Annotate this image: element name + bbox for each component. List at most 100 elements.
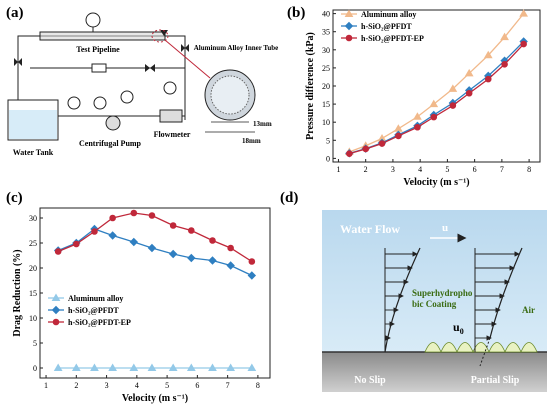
panel-c-label: (c): [6, 190, 23, 206]
coating-label: Superhydropho bic Coating: [412, 288, 475, 309]
panel-a: (a) Test Pipeline Water Tank Centrifugal…: [0, 0, 280, 200]
flowmeter-label: Flowmeter: [154, 130, 191, 139]
legend-entry: h-SiO₂@PFDT: [48, 305, 119, 315]
series-1: [345, 37, 528, 158]
legend-entry: h-SiO₂@PFDT: [341, 21, 412, 31]
y-tick-label: 5: [33, 339, 37, 348]
x-tick-label: 8: [527, 165, 531, 174]
data-point: [129, 237, 139, 247]
data-point: [188, 227, 195, 234]
y-tick-label: 10: [322, 118, 330, 127]
data-point: [227, 244, 234, 252]
y-tick-label: 25: [322, 64, 330, 73]
centrifugal-pump-icon: [105, 115, 121, 131]
panel-c: (c) 1 2 3 4 5 6 7 8 0 5 10 15 20 25 30 Velocity (m s⁻¹)…: [0, 190, 280, 408]
data-point: [71, 363, 81, 371]
x-tick-label: 1: [44, 381, 48, 390]
x-tick-label: 6: [473, 165, 477, 174]
series-line: [349, 41, 525, 154]
data-point: [520, 40, 527, 48]
data-point: [483, 50, 493, 59]
data-point: [429, 99, 439, 108]
data-point: [186, 363, 196, 371]
legend-label: h-SiO₂@PFDT: [361, 22, 412, 31]
data-point: [169, 222, 177, 229]
pressure-sensor-icon: [85, 12, 101, 28]
y-tick-label: 25: [29, 239, 37, 248]
x-tick-label: 5: [445, 165, 449, 174]
data-point: [168, 363, 178, 371]
panel-d-label: (d): [280, 190, 299, 206]
data-point: [501, 60, 508, 68]
data-point: [449, 102, 457, 109]
series-line: [57, 212, 253, 263]
data-point: [90, 363, 99, 371]
y-tick-label: 5: [326, 136, 330, 145]
y-tick-label: 30: [322, 46, 330, 55]
panel-a-label: (a): [6, 5, 24, 21]
x-tick-label: 7: [226, 381, 230, 390]
data-point: [413, 112, 422, 120]
water-flow-label: Water Flow: [340, 222, 400, 236]
y-tick-label: 15: [29, 289, 37, 298]
data-point: [147, 363, 157, 371]
data-point: [248, 258, 256, 265]
panel-b-label: (b): [287, 5, 306, 21]
x-tick-label: 7: [500, 165, 504, 174]
data-point: [54, 248, 62, 255]
x-tick-label: 4: [418, 165, 422, 174]
y-tick-label: 10: [29, 314, 37, 323]
x-tick-label: 6: [195, 381, 199, 390]
panel-d: (d) Water Flow u: [280, 188, 550, 408]
flowmeter-icon: [159, 109, 183, 123]
series-line: [349, 43, 525, 155]
data-point: [464, 68, 474, 77]
data-point: [209, 237, 216, 244]
plot-frame: [332, 9, 541, 163]
y-tick-label: 40: [322, 10, 330, 19]
data-point: [430, 113, 438, 121]
data-point: [168, 249, 178, 259]
x-tick-label: 3: [105, 381, 109, 390]
data-point: [129, 363, 139, 371]
data-point: [448, 84, 458, 92]
coating-bumps: [424, 342, 538, 354]
y-tick-label: 0: [33, 364, 37, 373]
x-tick-label: 3: [391, 165, 395, 174]
data-point: [108, 231, 117, 240]
panel-b: (b) 1 2 3 4 5 6 7 8 0 5 10 15 20 25 30 35 40 Velocity (m …: [275, 0, 550, 200]
legend-marker: [51, 293, 61, 301]
data-point: [53, 363, 63, 371]
x-tick-label: 8: [256, 381, 260, 390]
legend-marker: [52, 318, 60, 326]
data-point: [187, 253, 196, 263]
substrate: [322, 352, 547, 392]
y-tick-label: 30: [29, 214, 37, 223]
data-point: [91, 228, 98, 235]
legend-label: h-SiO₂@PFDT-EP: [68, 318, 131, 327]
pressure-difference-chart: 1 2 3 4 5 6 7 8 0 5 10 15 20 25 30 35 40 Velocity (m s⁻¹)…: [305, 9, 541, 188]
data-point: [148, 212, 156, 219]
legend-label: h-SiO₂@PFDT: [68, 306, 119, 315]
y-axis-label: Drag Reduction (%): [12, 249, 23, 336]
y-tick-label: 20: [322, 82, 330, 91]
legend-entry: Aluminum alloy: [48, 293, 123, 303]
legend-marker: [344, 9, 354, 17]
x-tick-label: 2: [364, 165, 368, 174]
data-point: [393, 124, 403, 132]
legend-entry: h-SiO₂@PFDT-EP: [341, 34, 424, 43]
no-slip-label: No Slip: [354, 375, 386, 386]
centrifugal-pump-label: Centrifugal Pump: [79, 139, 142, 148]
legend-entry: h-SiO₂@PFDT-EP: [48, 318, 131, 327]
y-tick-label: 35: [322, 28, 330, 37]
data-point: [519, 9, 529, 17]
x-tick-label: 1: [336, 165, 340, 174]
data-point: [108, 363, 118, 371]
inner-tube-label: Aluminum Alloy Inner Tube: [194, 44, 279, 52]
data-point: [73, 240, 80, 248]
x-axis-label: Velocity (m s⁻¹): [122, 393, 188, 404]
legend-marker: [345, 34, 353, 42]
legend-label: Aluminum alloy: [68, 294, 123, 303]
u-label: u: [442, 222, 448, 234]
data-point: [346, 150, 353, 157]
